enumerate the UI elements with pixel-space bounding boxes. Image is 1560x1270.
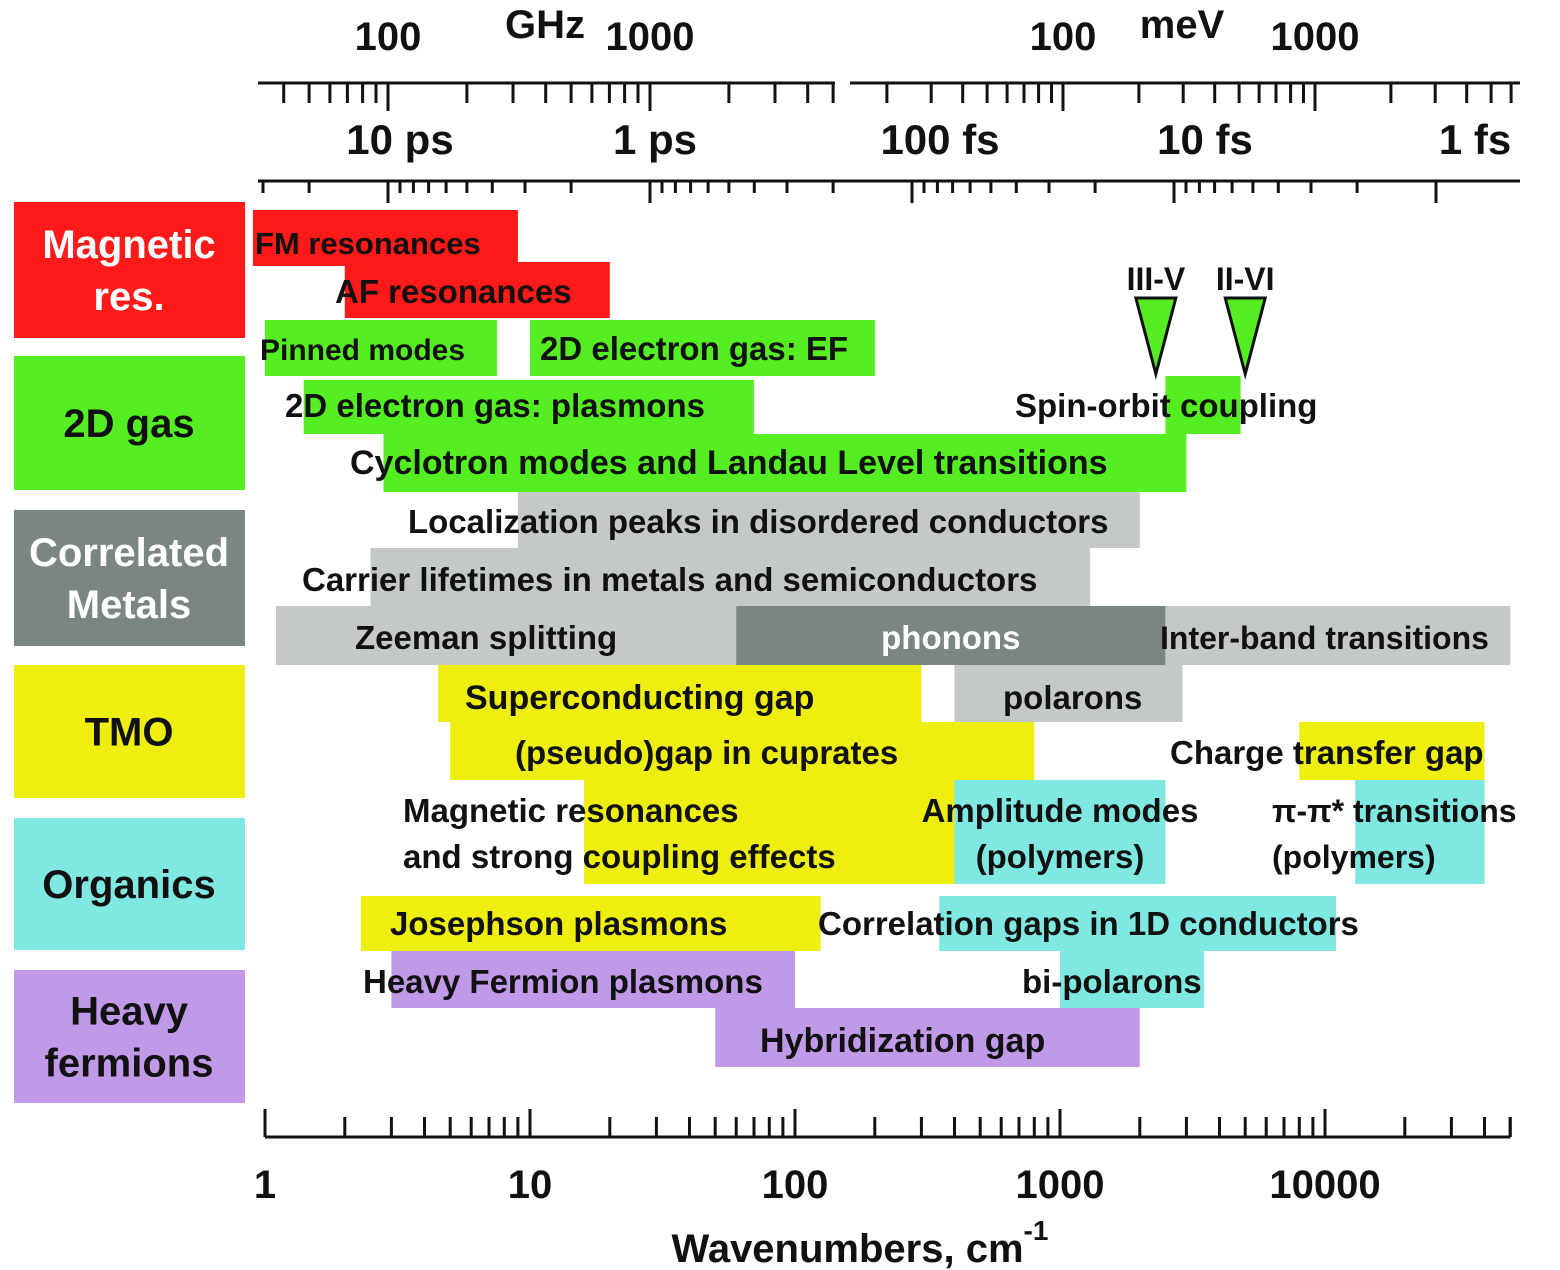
category-magnetic-res-label: Magnetic — [42, 223, 215, 267]
mev-unit-label: meV — [1140, 3, 1225, 47]
bottom-tick-label: 1 — [254, 1163, 276, 1207]
band-magnetic-resonances-label: Magnetic resonances and strong coupling e… — [403, 792, 836, 875]
bottom-tick-label: 1000 — [1016, 1163, 1105, 1207]
ghz-tick-label: 100 — [355, 15, 422, 59]
band-localization-peaks-in-disordered-conductors-label: Localization peaks in disordered conduct… — [408, 503, 1108, 540]
band-2d-electron-gas-ef-bar — [530, 320, 875, 376]
band-zeeman-splitting-bar — [276, 606, 737, 665]
category-magnetic-res-label: res. — [93, 275, 164, 319]
band-amplitude-modes-bar — [954, 780, 1166, 884]
band-josephson-plasmons-bar — [360, 896, 821, 951]
band-transitions-label: π-π* transitions (polymers) — [1272, 793, 1517, 875]
band-carrier-lifetimes-in-metals-and-semiconductors-bar — [370, 548, 1091, 606]
band-hybridization-gap-bar — [715, 1008, 1140, 1067]
band-pseudo-gap-in-cuprates-label: (pseudo)gap in cuprates — [515, 734, 898, 771]
band-2d-electron-gas-ef-label: 2D electron gas: EF — [540, 330, 848, 367]
band-2d-electron-gas-plasmons-label: 2D electron gas: plasmons — [285, 387, 705, 424]
time-tick-label: 100 fs — [880, 116, 999, 163]
band-correlation-gaps-in-1d-conductors-bar — [939, 896, 1336, 951]
marker-ii-vi-label: II-VI — [1216, 261, 1275, 297]
band-af-resonances-bar — [344, 262, 610, 318]
band-heavy-fermion-plasmons-bar — [391, 951, 795, 1008]
band-af-resonances-label: AF resonances — [335, 273, 572, 310]
band-zeeman-splitting-label: Zeeman splitting — [355, 619, 617, 656]
band-inter-band-transitions-label: Inter-band transitions — [1160, 620, 1489, 656]
band-spin-orbit-coupling-label: Spin-orbit coupling — [1015, 387, 1317, 424]
ghz-unit-label: GHz — [505, 3, 585, 47]
bottom-tick-label: 100 — [762, 1163, 829, 1207]
time-tick-label: 1 fs — [1439, 116, 1511, 163]
band-cyclotron-modes-and-landau-level-transitions-label: Cyclotron modes and Landau Level transit… — [350, 444, 1108, 482]
category-legend: Magnetic res. 2D gas Correlated Metals TMO Org… — [14, 202, 245, 1103]
category-organics-label: Organics — [42, 863, 215, 907]
band-superconducting-gap-bar — [438, 665, 922, 722]
band-charge-transfer-gap-label: Charge transfer gap — [1170, 734, 1484, 771]
band-fm-resonances-bar — [252, 210, 518, 266]
band-localization-peaks-in-disordered-conductors-bar — [517, 492, 1140, 548]
band-transitions-bar — [1355, 780, 1485, 884]
range-bands: FM resonances AF resonances Pinned modes 2D… — [252, 210, 1517, 1067]
markers: III-V II-VI — [1127, 261, 1275, 380]
band-polarons-bar — [954, 665, 1183, 722]
category-correlated-metals-label: Metals — [67, 583, 192, 627]
band-cyclotron-modes-and-landau-level-transitions-bar — [383, 434, 1187, 492]
category-heavy-fermions-block — [14, 970, 245, 1103]
band-2d-electron-gas-plasmons-bar — [303, 380, 754, 434]
marker-iii-v-label: III-V — [1127, 261, 1186, 297]
band-bi-polarons-bar — [1060, 951, 1205, 1008]
category-correlated-metals-block — [14, 510, 245, 646]
category-magnetic-res-block — [14, 202, 245, 338]
category-2d-gas-block — [14, 356, 245, 490]
band-fm-resonances-label: FM resonances — [255, 226, 481, 261]
band-hybridization-gap-label: Hybridization gap — [760, 1022, 1045, 1060]
time-tick-label: 1 ps — [613, 116, 697, 163]
band-amplitude-modes-label: Amplitude modes (polymers) — [922, 792, 1199, 875]
band-carrier-lifetimes-in-metals-and-semiconductors-label: Carrier lifetimes in metals and semicond… — [302, 561, 1037, 598]
category-2d-gas-label: 2D gas — [63, 402, 194, 446]
band-pinned-modes-bar — [265, 320, 497, 376]
ghz-tick-label: 1000 — [606, 15, 695, 59]
bottom-tick-label: 10 — [508, 1163, 553, 1207]
category-tmo-block — [14, 665, 245, 798]
band-pinned-modes-label: Pinned modes — [260, 334, 465, 367]
band-correlation-gaps-in-1d-conductors-label: Correlation gaps in 1D conductors — [818, 905, 1359, 942]
axes: 1 10 100 1000 10000 Wavenumbers, cm-1 100 1000 G… — [254, 3, 1520, 1270]
time-tick-label: 10 ps — [346, 116, 453, 163]
band-polarons-label: polarons — [1003, 679, 1142, 716]
band-bi-polarons-label: bi-polarons — [1022, 963, 1202, 1000]
category-correlated-metals-label: Correlated — [29, 531, 229, 575]
category-organics-block — [14, 818, 245, 950]
category-tmo-label: TMO — [85, 711, 174, 755]
category-heavy-fermions-label: fermions — [45, 1042, 214, 1086]
category-heavy-fermions-label: Heavy — [70, 990, 189, 1034]
mev-tick-label: 1000 — [1271, 15, 1360, 59]
time-tick-label: 10 fs — [1157, 116, 1253, 163]
band-charge-transfer-gap-bar — [1299, 722, 1485, 780]
band-inter-band-transitions-bar — [1165, 606, 1511, 665]
band-heavy-fermion-plasmons-label: Heavy Fermion plasmons — [363, 963, 763, 1000]
band-spin-orbit-coupling-bar — [1165, 376, 1241, 434]
marker-ii-vi-triangle — [1223, 296, 1268, 380]
band-phonons-label: phonons — [881, 619, 1020, 656]
band-superconducting-gap-label: Superconducting gap — [465, 679, 814, 717]
x-axis-title: Wavenumbers, cm-1 — [672, 1215, 1049, 1270]
band-josephson-plasmons-label: Josephson plasmons — [390, 905, 727, 942]
bottom-tick-label: 10000 — [1269, 1163, 1380, 1207]
band-phonons-bar — [736, 606, 1166, 665]
band-magnetic-resonances-bar — [584, 780, 955, 884]
mev-tick-label: 100 — [1030, 15, 1097, 59]
band-pseudo-gap-in-cuprates-bar — [450, 722, 1035, 780]
marker-iii-v-triangle — [1133, 296, 1178, 380]
